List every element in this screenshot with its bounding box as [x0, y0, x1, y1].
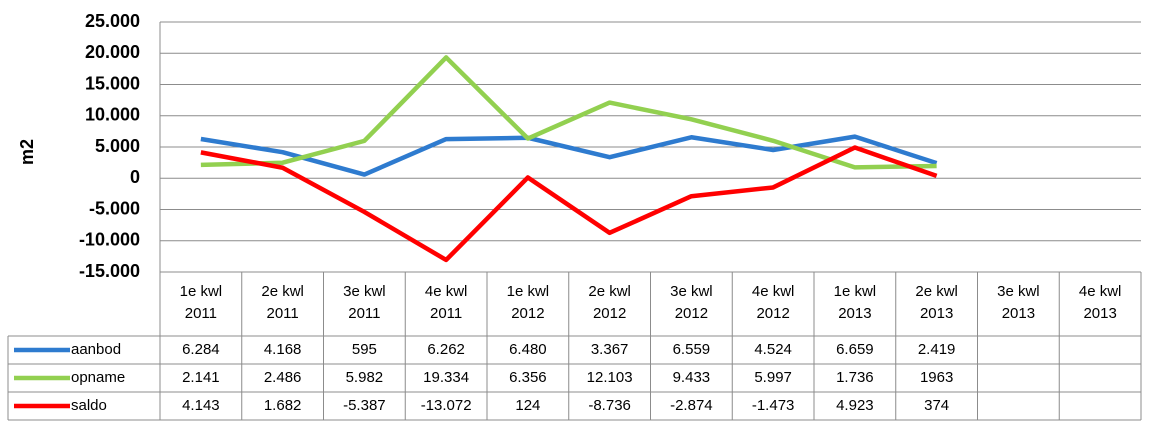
- y-tick-label: -5.000: [89, 198, 140, 218]
- x-tick-label: 4e kwl: [1079, 283, 1122, 300]
- table-cell: 4.168: [264, 341, 302, 358]
- table-cell: -1.473: [752, 397, 795, 414]
- x-tick-label: 3e kwl: [997, 283, 1040, 300]
- x-tick-label: 2013: [1083, 305, 1116, 322]
- x-tick-label: 3e kwl: [670, 283, 713, 300]
- x-tick-label: 2e kwl: [588, 283, 631, 300]
- table-cell: 6.262: [427, 341, 465, 358]
- y-tick-label: 5.000: [95, 136, 140, 156]
- table-cell: 12.103: [587, 369, 633, 386]
- x-tick-label: 2012: [511, 305, 544, 322]
- x-tick-label: 3e kwl: [343, 283, 386, 300]
- x-tick-label: 2013: [920, 305, 953, 322]
- table-cell: 2.419: [918, 341, 956, 358]
- x-tick-label: 2013: [1002, 305, 1035, 322]
- y-tick-label: 20.000: [85, 42, 140, 62]
- y-tick-label: 10.000: [85, 105, 140, 125]
- x-tick-label: 2011: [430, 305, 462, 322]
- y-tick-label: 0: [130, 167, 140, 187]
- table-cell: 9.433: [673, 369, 711, 386]
- x-tick-label: 2e kwl: [261, 283, 304, 300]
- table-cell: -5.387: [343, 397, 386, 414]
- table-cell: -8.736: [588, 397, 631, 414]
- legend-label: saldo: [71, 397, 107, 414]
- y-tick-label: 15.000: [85, 73, 140, 93]
- x-tick-label: 2012: [675, 305, 708, 322]
- x-tick-label: 2011: [185, 305, 217, 322]
- y-axis-label: m2: [17, 139, 37, 165]
- x-tick-label: 1e kwl: [507, 283, 550, 300]
- table-cell: 19.334: [423, 369, 469, 386]
- x-tick-label: 2011: [266, 305, 298, 322]
- table-cell: 1.736: [836, 369, 874, 386]
- table-cell: 6.284: [182, 341, 220, 358]
- table-cell: 6.356: [509, 369, 547, 386]
- x-tick-label: 4e kwl: [752, 283, 795, 300]
- y-tick-label: -10.000: [79, 230, 140, 250]
- x-tick-label: 1e kwl: [180, 283, 223, 300]
- table-cell: 6.480: [509, 341, 547, 358]
- table-cell: 4.524: [754, 341, 792, 358]
- x-tick-label: 2011: [348, 305, 380, 322]
- x-tick-label: 4e kwl: [425, 283, 468, 300]
- table-cell: 595: [352, 341, 377, 358]
- table-cell: 1963: [920, 369, 953, 386]
- x-tick-label: 2012: [593, 305, 626, 322]
- x-tick-label: 2012: [756, 305, 789, 322]
- table-cell: 2.486: [264, 369, 302, 386]
- x-tick-label: 2013: [838, 305, 871, 322]
- table-cell: -2.874: [670, 397, 713, 414]
- series-line: [200, 134, 938, 177]
- table-cell: 124: [515, 397, 540, 414]
- table-cell: 2.141: [182, 369, 220, 386]
- series-line: [200, 145, 938, 263]
- table-cell: 4.923: [836, 397, 874, 414]
- legend-label: opname: [71, 369, 125, 386]
- table-cell: 5.997: [754, 369, 792, 386]
- table-cell: 6.559: [673, 341, 711, 358]
- table-cell: 1.682: [264, 397, 302, 414]
- table-cell: 6.659: [836, 341, 874, 358]
- x-tick-label: 2e kwl: [915, 283, 958, 300]
- table-cell: 3.367: [591, 341, 629, 358]
- x-tick-label: 1e kwl: [834, 283, 877, 300]
- legend-label: aanbod: [71, 341, 121, 358]
- table-cell: 374: [924, 397, 949, 414]
- table-cell: -13.072: [421, 397, 472, 414]
- table-cell: 4.143: [182, 397, 220, 414]
- y-tick-label: 25.000: [85, 11, 140, 31]
- series-line: [200, 55, 937, 170]
- y-tick-label: -15.000: [79, 261, 140, 281]
- table-cell: 5.982: [346, 369, 384, 386]
